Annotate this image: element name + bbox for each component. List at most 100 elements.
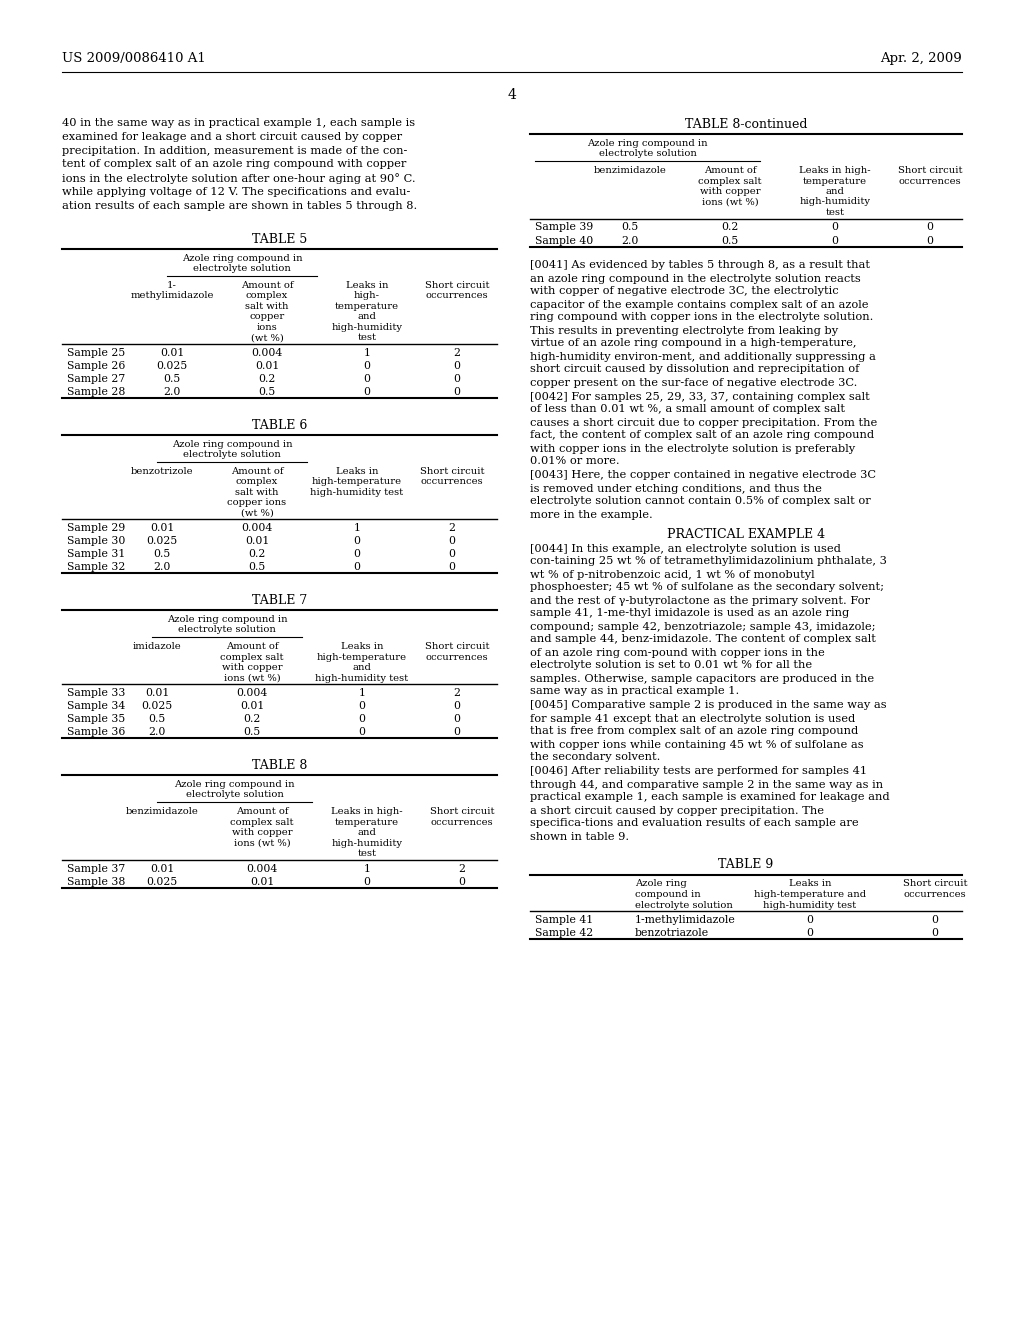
Text: 0.5: 0.5: [249, 562, 265, 572]
Text: temperature: temperature: [335, 301, 399, 310]
Text: 1: 1: [364, 863, 371, 874]
Text: 0.01: 0.01: [150, 863, 174, 874]
Text: benzotriazole: benzotriazole: [635, 928, 710, 939]
Text: [0041] As evidenced by tables 5 through 8, as a result that: [0041] As evidenced by tables 5 through …: [530, 260, 870, 271]
Text: compound in: compound in: [635, 890, 700, 899]
Text: occurrences: occurrences: [426, 292, 488, 300]
Text: tent of complex salt of an azole ring compound with copper: tent of complex salt of an azole ring co…: [62, 160, 407, 169]
Text: 0: 0: [807, 915, 813, 925]
Text: electrolyte solution: electrolyte solution: [635, 900, 733, 909]
Text: occurrences: occurrences: [426, 652, 488, 661]
Text: Sample 28: Sample 28: [67, 387, 125, 396]
Text: occurrences: occurrences: [899, 177, 962, 186]
Text: Azole ring compound in: Azole ring compound in: [172, 440, 292, 449]
Text: 1: 1: [364, 347, 371, 358]
Text: Leaks in: Leaks in: [788, 879, 831, 888]
Text: 2.0: 2.0: [163, 387, 180, 396]
Text: 0.025: 0.025: [157, 360, 187, 371]
Text: high-humidity test: high-humidity test: [315, 673, 409, 682]
Text: 0.01: 0.01: [240, 701, 264, 711]
Text: PRACTICAL EXAMPLE 4: PRACTICAL EXAMPLE 4: [667, 528, 825, 540]
Text: TABLE 8: TABLE 8: [252, 759, 307, 772]
Text: practical example 1, each sample is examined for leakage and: practical example 1, each sample is exam…: [530, 792, 890, 803]
Text: Short circuit: Short circuit: [425, 642, 489, 651]
Text: 0.5: 0.5: [622, 223, 639, 232]
Text: 0.2: 0.2: [244, 714, 261, 725]
Text: Sample 25: Sample 25: [67, 347, 125, 358]
Text: with copper: with copper: [221, 663, 283, 672]
Text: complex: complex: [246, 292, 288, 300]
Text: test: test: [357, 849, 377, 858]
Text: copper present on the sur-face of negative electrode 3C.: copper present on the sur-face of negati…: [530, 378, 857, 388]
Text: that is free from complex salt of an azole ring compound: that is free from complex salt of an azo…: [530, 726, 858, 737]
Text: high-humidity environ-ment, and additionally suppressing a: high-humidity environ-ment, and addition…: [530, 351, 876, 362]
Text: 0: 0: [454, 714, 461, 725]
Text: a short circuit caused by copper precipitation. The: a short circuit caused by copper precipi…: [530, 805, 824, 816]
Text: and: and: [357, 312, 377, 321]
Text: Amount of: Amount of: [236, 807, 289, 816]
Text: 0.004: 0.004: [237, 688, 267, 698]
Text: complex salt: complex salt: [220, 652, 284, 661]
Text: 0.025: 0.025: [141, 701, 173, 711]
Text: more in the example.: more in the example.: [530, 510, 652, 520]
Text: 0.5: 0.5: [721, 235, 738, 246]
Text: and: and: [357, 828, 377, 837]
Text: 0: 0: [353, 536, 360, 546]
Text: 2: 2: [454, 347, 461, 358]
Text: ring compound with copper ions in the electrolyte solution.: ring compound with copper ions in the el…: [530, 313, 873, 322]
Text: 0: 0: [358, 701, 366, 711]
Text: 0.5: 0.5: [154, 549, 171, 560]
Text: 0.01: 0.01: [144, 688, 169, 698]
Text: 0: 0: [449, 536, 456, 546]
Text: and: and: [825, 187, 845, 195]
Text: electrolyte solution: electrolyte solution: [178, 626, 275, 634]
Text: 0.2: 0.2: [258, 374, 275, 384]
Text: 0: 0: [364, 360, 371, 371]
Text: 0: 0: [364, 387, 371, 396]
Text: ions in the electrolyte solution after one-hour aging at 90° C.: ions in the electrolyte solution after o…: [62, 173, 416, 183]
Text: 2: 2: [459, 863, 466, 874]
Text: high-: high-: [354, 292, 380, 300]
Text: sample 41, 1-me-thyl imidazole is used as an azole ring: sample 41, 1-me-thyl imidazole is used a…: [530, 609, 849, 619]
Text: 0: 0: [449, 549, 456, 560]
Text: Amount of: Amount of: [241, 281, 293, 289]
Text: 0.01: 0.01: [245, 536, 269, 546]
Text: Short circuit: Short circuit: [420, 466, 484, 475]
Text: electrolyte solution: electrolyte solution: [185, 791, 284, 799]
Text: Sample 31: Sample 31: [67, 549, 125, 560]
Text: TABLE 6: TABLE 6: [252, 418, 307, 432]
Text: ions: ions: [257, 322, 278, 331]
Text: high-humidity: high-humidity: [800, 198, 870, 206]
Text: imidazole: imidazole: [133, 642, 181, 651]
Text: ation results of each sample are shown in tables 5 through 8.: ation results of each sample are shown i…: [62, 201, 417, 211]
Text: Sample 36: Sample 36: [67, 727, 125, 737]
Text: 2: 2: [454, 688, 461, 698]
Text: and: and: [352, 663, 372, 672]
Text: 0: 0: [449, 562, 456, 572]
Text: salt with: salt with: [246, 301, 289, 310]
Text: 0.025: 0.025: [146, 536, 177, 546]
Text: high-humidity: high-humidity: [332, 838, 402, 847]
Text: Sample 30: Sample 30: [67, 536, 125, 546]
Text: Sample 41: Sample 41: [535, 915, 593, 925]
Text: 0: 0: [358, 714, 366, 725]
Text: fact, the content of complex salt of an azole ring compound: fact, the content of complex salt of an …: [530, 430, 874, 441]
Text: [0043] Here, the copper contained in negative electrode 3C: [0043] Here, the copper contained in neg…: [530, 470, 876, 480]
Text: of less than 0.01 wt %, a small amount of complex salt: of less than 0.01 wt %, a small amount o…: [530, 404, 845, 414]
Text: This results in preventing electrolyte from leaking by: This results in preventing electrolyte f…: [530, 326, 838, 335]
Text: Leaks in: Leaks in: [336, 466, 378, 475]
Text: TABLE 5: TABLE 5: [252, 232, 307, 246]
Text: 0: 0: [831, 235, 839, 246]
Text: of an azole ring com-pound with copper ions in the: of an azole ring com-pound with copper i…: [530, 648, 824, 657]
Text: Sample 26: Sample 26: [67, 360, 125, 371]
Text: Sample 42: Sample 42: [535, 928, 593, 939]
Text: salt with: salt with: [236, 487, 279, 496]
Text: Leaks in high-: Leaks in high-: [799, 166, 870, 176]
Text: Sample 29: Sample 29: [67, 523, 125, 533]
Text: high-humidity test: high-humidity test: [310, 487, 403, 496]
Text: is removed under etching conditions, and thus the: is removed under etching conditions, and…: [530, 483, 822, 494]
Text: benzotrizole: benzotrizole: [131, 466, 194, 475]
Text: occurrences: occurrences: [421, 477, 483, 486]
Text: Azole ring compound in: Azole ring compound in: [167, 615, 288, 624]
Text: wt % of p-nitrobenzoic acid, 1 wt % of monobutyl: wt % of p-nitrobenzoic acid, 1 wt % of m…: [530, 569, 815, 579]
